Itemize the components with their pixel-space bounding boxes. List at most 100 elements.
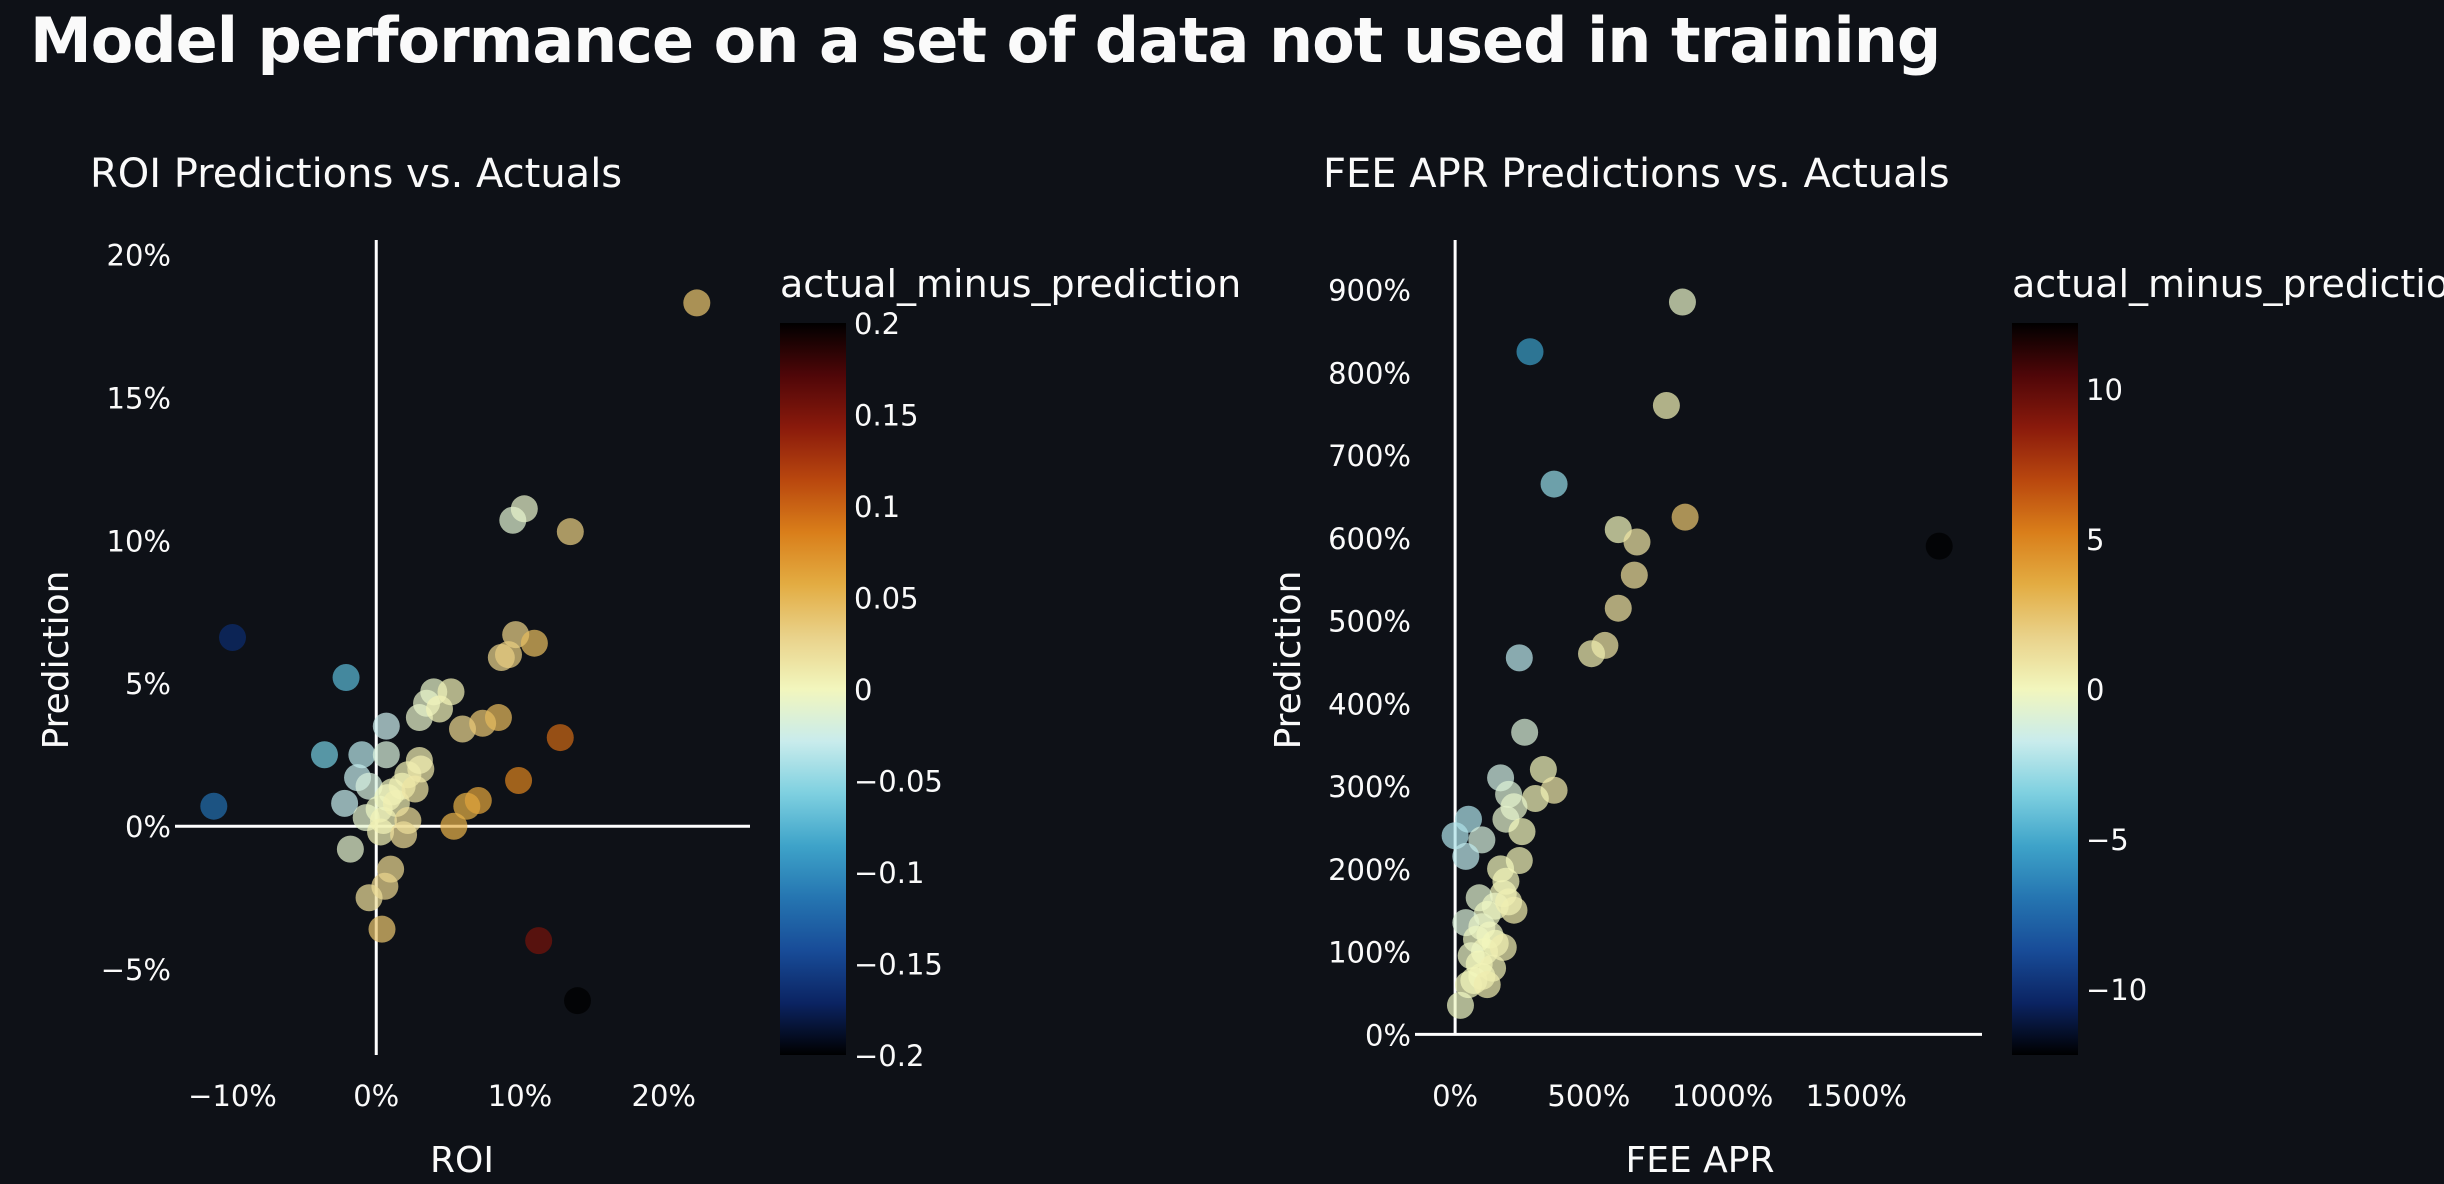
y-tick-label: 900% <box>1328 274 1411 308</box>
roi-axis-ticks: −5% 0% 5% 10% 15% 20% −10% 0% 10% 20% <box>101 238 750 1113</box>
colorbar-tick-label: −0.2 <box>854 1039 924 1073</box>
x-tick-label: 20% <box>632 1079 696 1113</box>
x-tick-label: 1000% <box>1672 1079 1773 1113</box>
scatter-point <box>394 807 422 835</box>
x-tick-label: 10% <box>488 1079 552 1113</box>
roi-x-axis-label: ROI <box>430 1140 494 1181</box>
roi-colorbar-ticks: −0.2 −0.15 −0.1 −0.05 0 0.05 0.1 0.15 0.2 <box>854 307 943 1073</box>
scatter-point <box>683 289 711 317</box>
fee-apr-y-axis-label: Prediction <box>1268 571 1309 750</box>
scatter-point <box>546 724 574 752</box>
scatter-point <box>510 495 538 523</box>
fee-apr-colorbar-ticks: −10 −5 0 5 10 <box>2086 373 2147 1007</box>
y-tick-label: 600% <box>1328 522 1411 556</box>
scatter-point <box>1668 288 1696 316</box>
x-tick-label: −10% <box>188 1079 277 1113</box>
scatter-point <box>495 641 522 669</box>
colorbar-tick-label: −10 <box>2086 973 2147 1007</box>
scatter-point <box>200 792 228 820</box>
colorbar-tick-label: 0.2 <box>854 307 900 341</box>
scatter-point <box>368 915 396 943</box>
y-tick-label: 100% <box>1328 936 1411 970</box>
colorbar-tick-label: 0.05 <box>854 582 919 616</box>
roi-colorbar-gradient <box>780 323 846 1055</box>
scatter-point <box>1511 718 1539 746</box>
scatter-point <box>1505 644 1533 672</box>
scatter-point <box>1489 933 1517 961</box>
page-title: Model performance on a set of data not u… <box>30 4 1941 77</box>
scatter-point <box>219 623 246 651</box>
fee-apr-x-axis-label: FEE APR <box>1626 1140 1775 1181</box>
scatter-point <box>484 704 512 732</box>
scatter-point <box>1540 470 1568 498</box>
fee-apr-colorbar: actual_minus_prediction −10 −5 0 5 10 <box>2012 262 2444 1055</box>
y-tick-label: 200% <box>1328 853 1411 887</box>
colorbar-tick-label: 0 <box>854 673 872 707</box>
scatter-point <box>525 927 553 955</box>
scatter-point <box>440 812 468 840</box>
scatter-point <box>1508 818 1536 846</box>
scatter-point <box>1604 594 1632 622</box>
scatter-point <box>505 766 533 794</box>
x-tick-label: 500% <box>1547 1079 1630 1113</box>
roi-chart: ROI Predictions vs. Actuals Prediction R… <box>36 151 1241 1181</box>
colorbar-tick-label: 0 <box>2086 673 2104 707</box>
scatter-point <box>372 741 400 769</box>
scatter-point <box>348 741 376 769</box>
y-tick-label: 10% <box>107 524 171 558</box>
scatter-point <box>556 518 584 546</box>
fee-apr-points <box>1441 288 1953 1019</box>
colorbar-tick-label: 0.15 <box>854 399 919 433</box>
scatter-point <box>332 664 360 692</box>
roi-chart-title: ROI Predictions vs. Actuals <box>90 151 622 197</box>
y-tick-label: 15% <box>107 381 171 415</box>
scatter-point <box>1454 971 1482 999</box>
fee-apr-colorbar-gradient <box>2012 323 2078 1055</box>
y-tick-label: 0% <box>125 810 171 844</box>
fee-apr-chart: FEE APR Predictions vs. Actuals Predicti… <box>1268 151 2444 1181</box>
scatter-point <box>1529 756 1557 784</box>
colorbar-tick-label: −0.15 <box>854 948 943 982</box>
scatter-point <box>437 678 465 706</box>
roi-y-axis-label: Prediction <box>36 571 77 750</box>
fee-apr-chart-title: FEE APR Predictions vs. Actuals <box>1323 151 1950 197</box>
colorbar-tick-label: 10 <box>2086 373 2123 407</box>
scatter-point <box>1495 888 1523 916</box>
scatter-point <box>336 835 364 863</box>
scatter-point <box>1652 391 1680 419</box>
roi-points <box>200 289 711 1015</box>
y-tick-label: 700% <box>1328 439 1411 473</box>
y-tick-label: 400% <box>1328 687 1411 721</box>
colorbar-tick-label: −5 <box>2086 823 2129 857</box>
y-tick-label: 5% <box>125 667 171 701</box>
x-tick-label: 0% <box>353 1079 399 1113</box>
colorbar-tick-label: 0.1 <box>854 490 900 524</box>
y-tick-label: −5% <box>101 953 171 987</box>
scatter-point <box>520 629 548 657</box>
roi-colorbar: actual_minus_prediction −0.2−0.15−0.1−0.… <box>780 262 1241 1073</box>
scatter-point <box>1441 822 1469 850</box>
scatter-point <box>331 789 359 817</box>
x-tick-label: 1500% <box>1806 1079 1907 1113</box>
colorbar-tick-label: −0.1 <box>854 856 924 890</box>
scatter-point <box>311 741 338 769</box>
scatter-point <box>464 786 492 814</box>
scatter-point <box>1623 528 1651 556</box>
scatter-point <box>1468 826 1496 854</box>
scatter-point <box>1516 338 1544 366</box>
y-tick-label: 500% <box>1328 605 1411 639</box>
y-tick-label: 300% <box>1328 770 1411 804</box>
y-tick-label: 0% <box>1365 1018 1411 1052</box>
scatter-point <box>367 818 395 846</box>
scatter-point <box>1620 561 1648 589</box>
scatter-point <box>405 746 433 774</box>
scatter-point <box>1446 991 1474 1019</box>
scatter-point <box>1925 532 1953 560</box>
colorbar-tick-label: −0.05 <box>854 765 943 799</box>
roi-colorbar-title: actual_minus_prediction <box>780 262 1241 306</box>
x-tick-label: 0% <box>1432 1079 1478 1113</box>
scatter-point <box>372 712 400 740</box>
scatter-point <box>564 987 591 1015</box>
scatter-point <box>1521 785 1549 813</box>
